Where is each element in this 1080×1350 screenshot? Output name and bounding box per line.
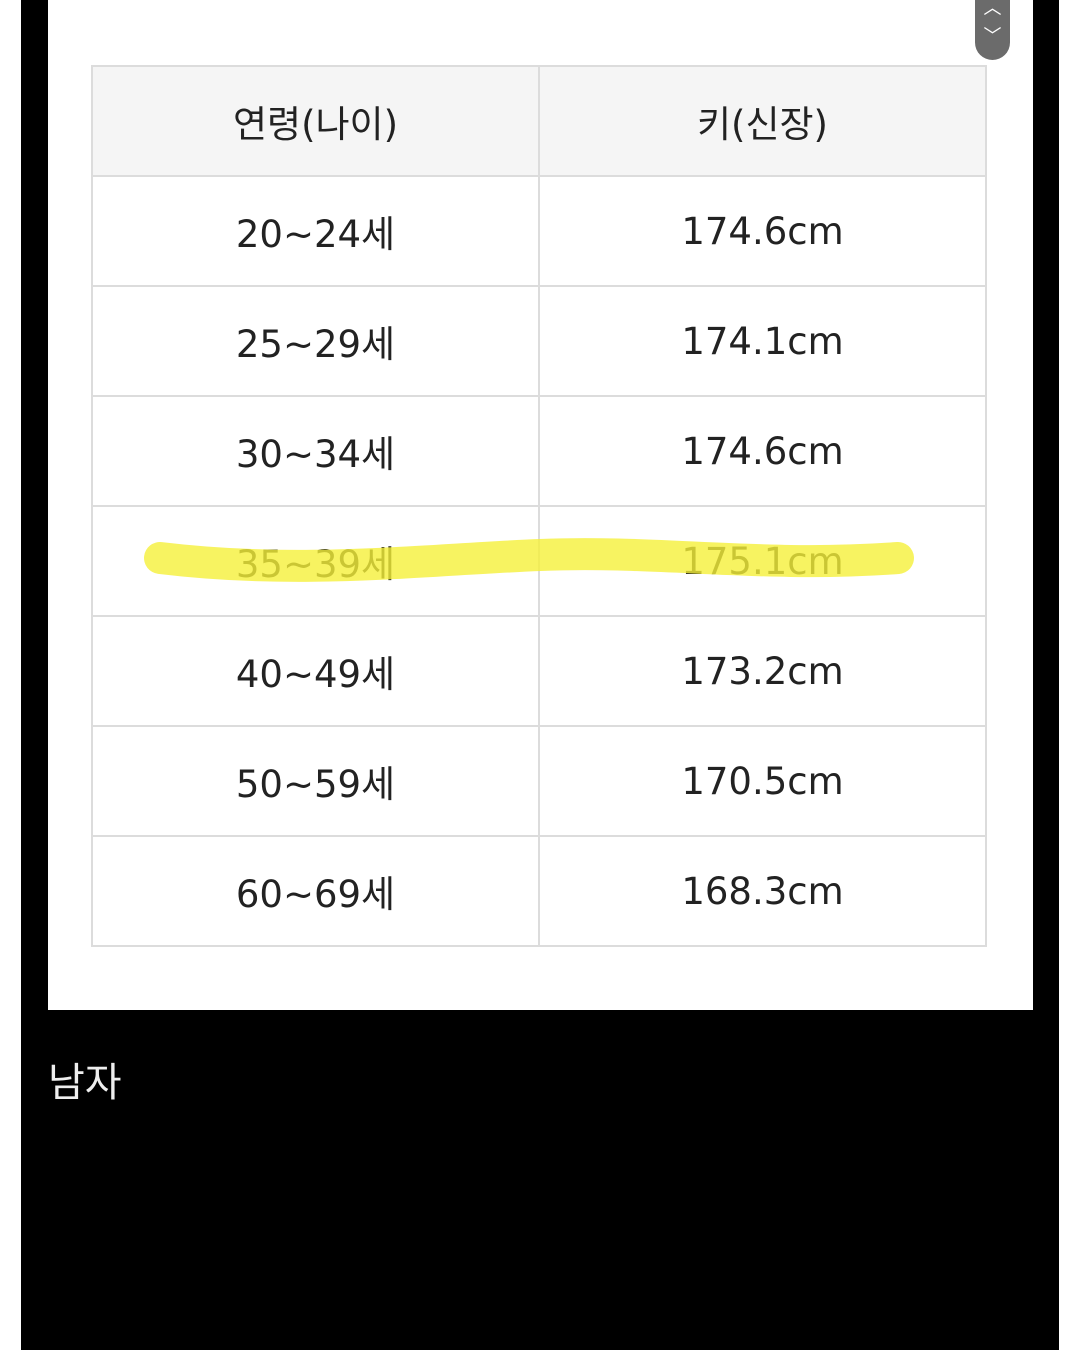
- age-cell: 25~29세: [91, 285, 540, 397]
- caption: 남자: [48, 1060, 122, 1106]
- age-cell: 20~24세: [91, 175, 540, 287]
- table-row-highlighted: 35~39세 175.1cm: [91, 505, 987, 617]
- header-age: 연령(나이): [91, 65, 540, 177]
- age-cell: 30~34세: [91, 395, 540, 507]
- table-row: 30~34세 174.6cm: [91, 395, 987, 507]
- table-row: 40~49세 173.2cm: [91, 615, 987, 727]
- age-cell: 35~39세: [91, 505, 540, 617]
- height-cell: 174.6cm: [538, 395, 987, 507]
- table-header-row: 연령(나이) 키(신장): [91, 65, 987, 177]
- scroll-buttons[interactable]: ︿ ﹀: [975, 0, 1010, 60]
- height-table: 연령(나이) 키(신장) 20~24세 174.6cm 25~29세 174.1cm…: [91, 65, 987, 947]
- age-cell: 50~59세: [91, 725, 540, 837]
- height-cell: 168.3cm: [538, 835, 987, 947]
- table-row: 20~24세 174.6cm: [91, 175, 987, 287]
- height-cell: 170.5cm: [538, 725, 987, 837]
- age-cell: 60~69세: [91, 835, 540, 947]
- table-row: 25~29세 174.1cm: [91, 285, 987, 397]
- height-cell: 174.6cm: [538, 175, 987, 287]
- height-cell: 175.1cm: [538, 505, 987, 617]
- height-cell: 173.2cm: [538, 615, 987, 727]
- chevron-up-icon[interactable]: ︿: [983, 0, 1002, 19]
- table-row: 60~69세 168.3cm: [91, 835, 987, 947]
- age-cell: 40~49세: [91, 615, 540, 727]
- height-cell: 174.1cm: [538, 285, 987, 397]
- chevron-down-icon[interactable]: ﹀: [983, 26, 1002, 47]
- header-height: 키(신장): [538, 65, 987, 177]
- table-row: 50~59세 170.5cm: [91, 725, 987, 837]
